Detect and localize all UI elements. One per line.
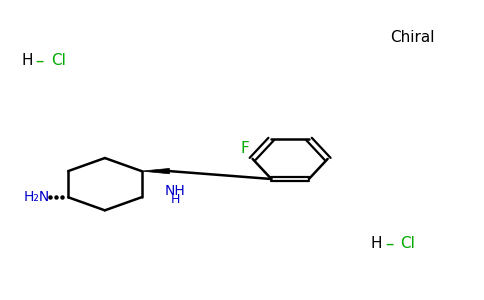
Text: H: H — [170, 193, 180, 206]
Text: –: – — [36, 52, 44, 70]
Text: H: H — [22, 53, 33, 68]
Text: H₂N: H₂N — [24, 190, 50, 204]
Text: –: – — [385, 235, 393, 253]
Text: NH: NH — [165, 184, 185, 199]
Text: Chiral: Chiral — [391, 30, 435, 45]
Text: F: F — [241, 141, 250, 156]
Text: Cl: Cl — [51, 53, 66, 68]
Text: H: H — [371, 236, 382, 251]
Text: Cl: Cl — [400, 236, 415, 251]
Polygon shape — [141, 168, 169, 174]
